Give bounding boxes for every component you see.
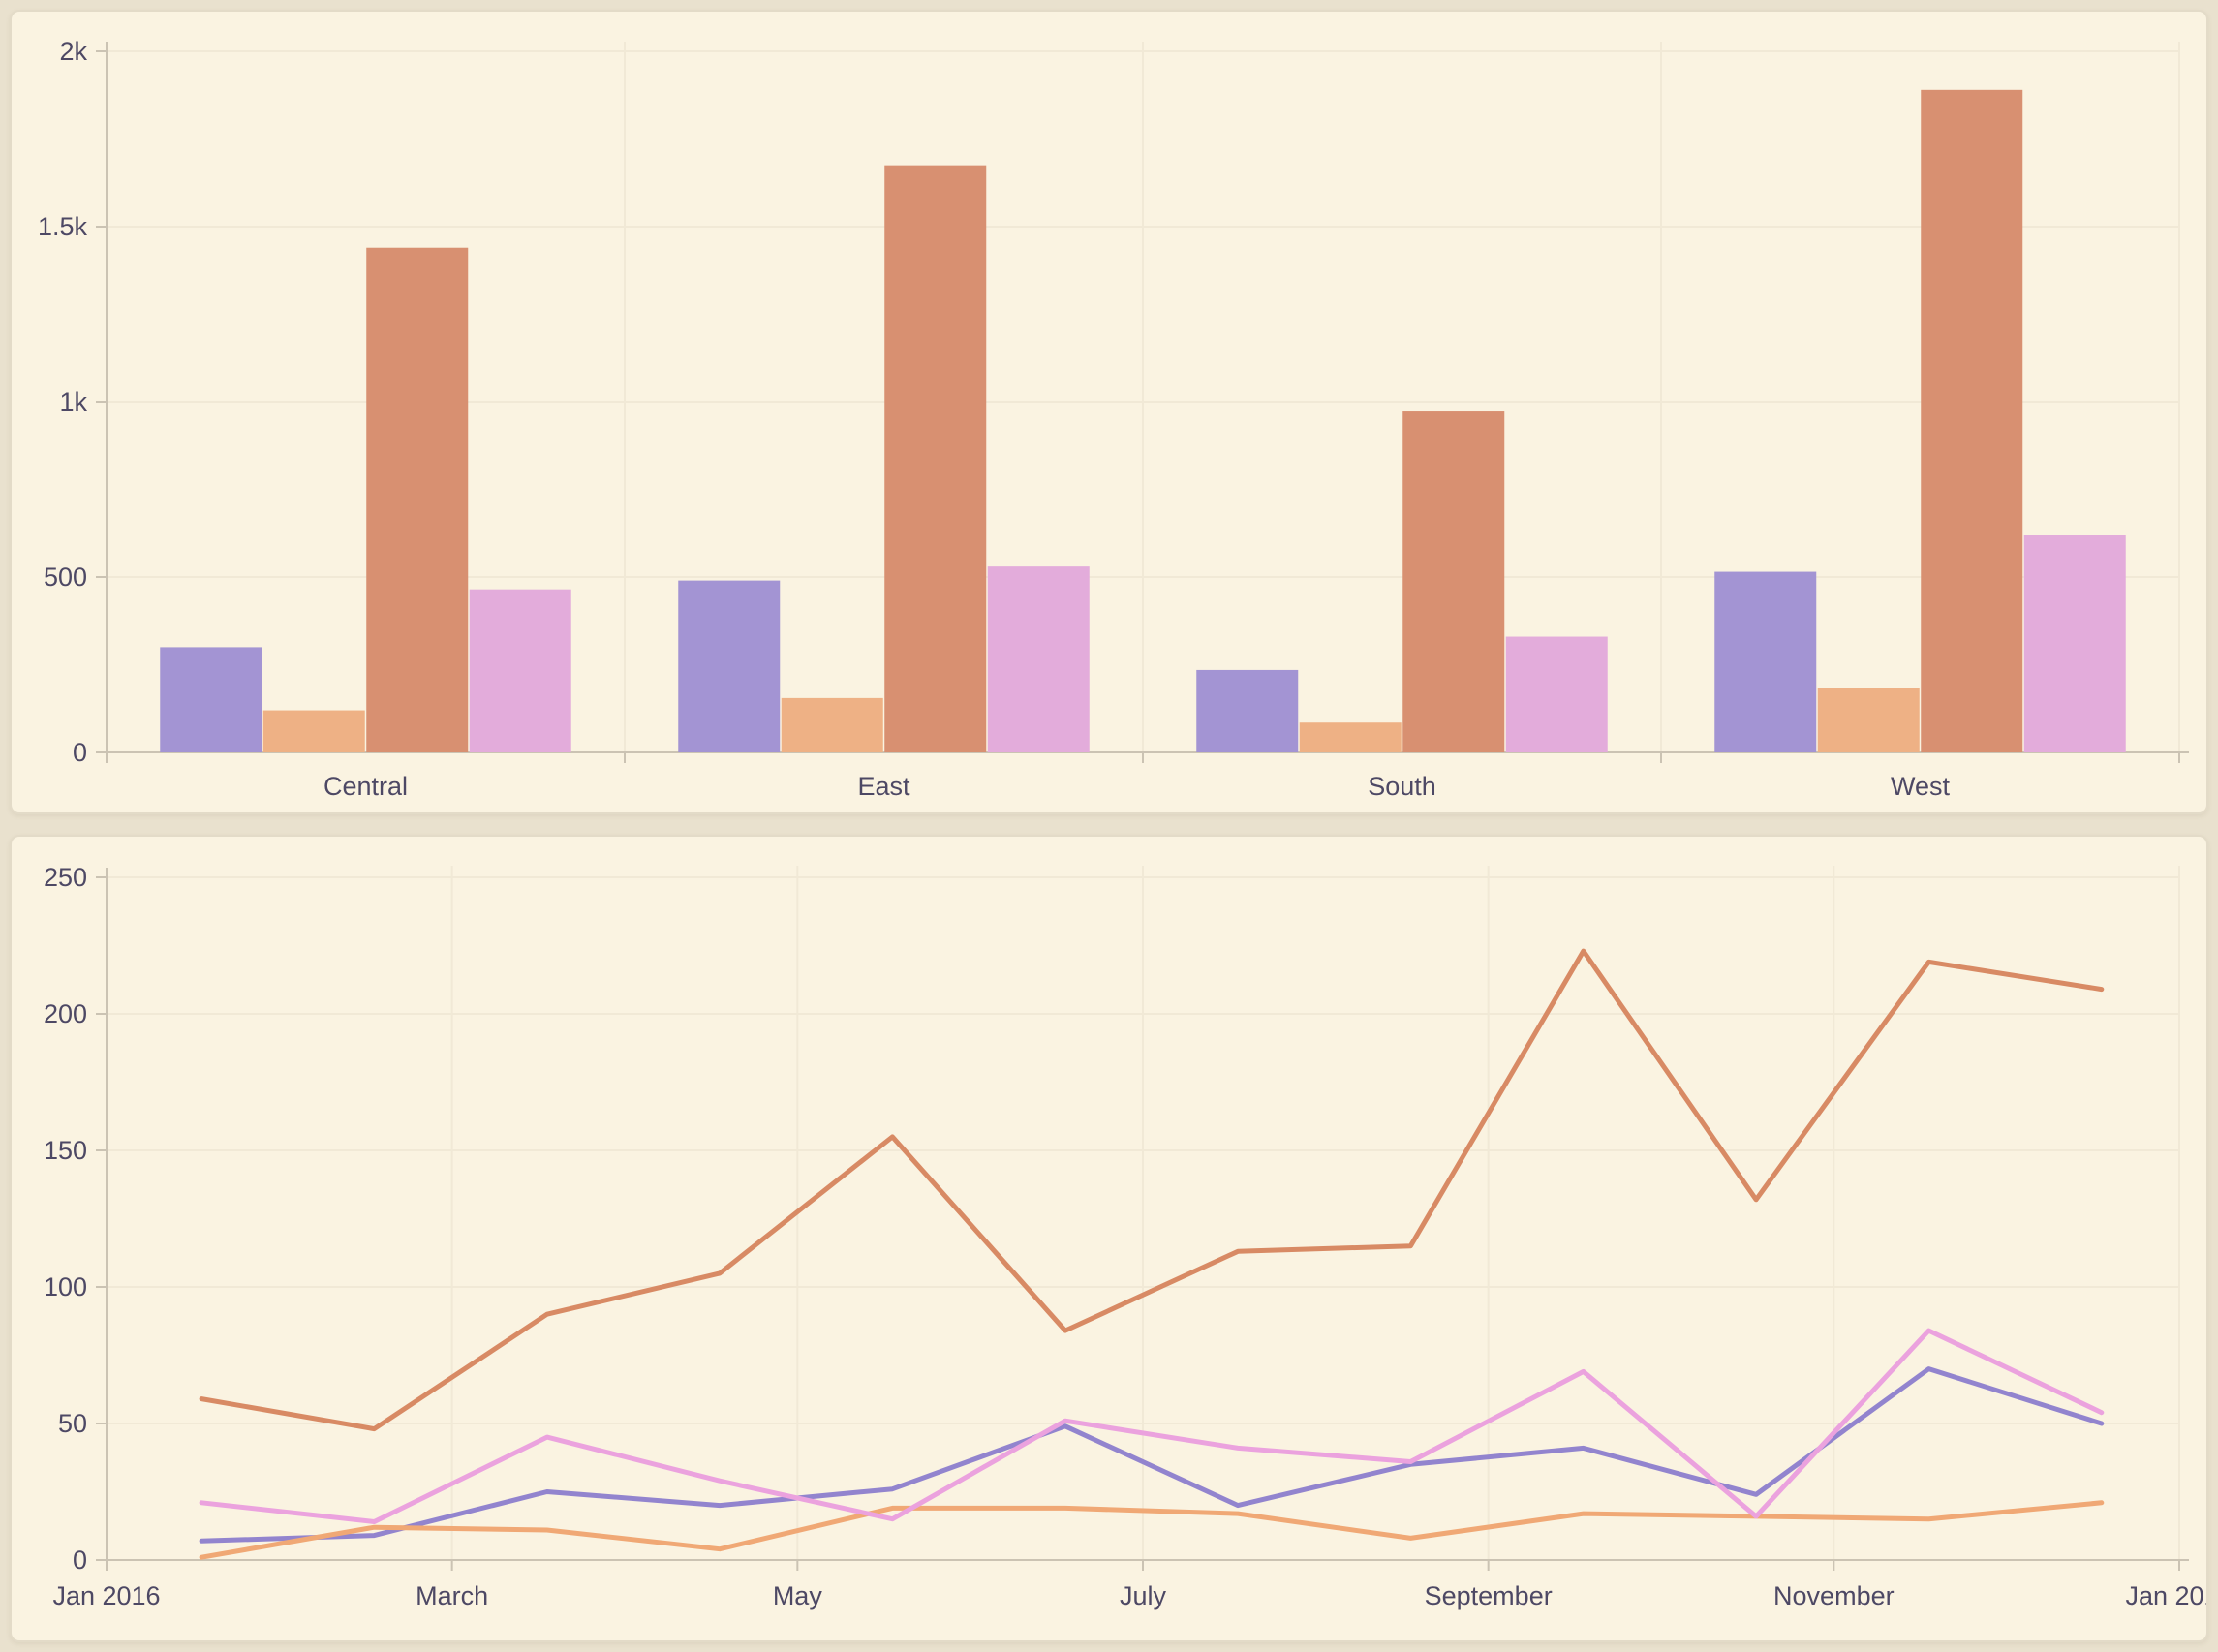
svg-text:200: 200 [44, 999, 87, 1028]
bar-peach-west[interactable] [1817, 688, 1920, 752]
svg-text:250: 250 [44, 863, 87, 892]
bar-chart-card: 0 500 1k 1.5k 2k Central East South West [10, 10, 2208, 814]
bar-salmon-west[interactable] [1921, 89, 2023, 752]
svg-text:Central: Central [323, 772, 408, 801]
svg-text:May: May [773, 1581, 823, 1610]
svg-text:1k: 1k [59, 387, 87, 416]
line-series-pink[interactable] [199, 1328, 2105, 1524]
bar-salmon-central[interactable] [366, 247, 469, 753]
svg-text:July: July [1120, 1581, 1167, 1610]
svg-text:Jan 2016: Jan 2016 [52, 1581, 160, 1610]
svg-text:1.5k: 1.5k [38, 212, 88, 241]
svg-text:West: West [1891, 772, 1951, 801]
line-series-orange[interactable] [199, 1500, 2105, 1560]
bar-pink-south[interactable] [1505, 636, 1608, 752]
svg-text:100: 100 [44, 1272, 87, 1301]
bar-salmon-south[interactable] [1402, 411, 1505, 752]
svg-text:150: 150 [44, 1136, 87, 1165]
svg-text:0: 0 [73, 1545, 87, 1575]
bar-purple-east[interactable] [678, 580, 781, 752]
bar-pink-west[interactable] [2023, 535, 2126, 752]
bar-purple-south[interactable] [1196, 669, 1299, 752]
bar-peach-east[interactable] [781, 697, 883, 752]
svg-text:50: 50 [58, 1409, 87, 1438]
svg-text:East: East [857, 772, 910, 801]
line-chart-canvas[interactable]: 0 50 100 150 200 250 Jan 2016 March May July Septe… [12, 837, 2206, 1640]
svg-text:0: 0 [73, 738, 87, 767]
svg-text:500: 500 [44, 563, 87, 592]
bar-chart-canvas[interactable]: 0 500 1k 1.5k 2k Central East South West [12, 12, 2206, 812]
line-series-salmon[interactable] [199, 948, 2105, 1432]
bar-peach-south[interactable] [1299, 722, 1402, 752]
svg-text:March: March [416, 1581, 488, 1610]
bar-pink-central[interactable] [469, 589, 571, 752]
bar-purple-central[interactable] [160, 647, 262, 752]
line-series-purple[interactable] [199, 1366, 2105, 1544]
svg-text:South: South [1368, 772, 1436, 801]
bar-pink-east[interactable] [987, 566, 1090, 752]
svg-text:2k: 2k [59, 37, 87, 66]
bar-peach-central[interactable] [262, 710, 365, 752]
svg-text:September: September [1425, 1581, 1553, 1610]
svg-text:November: November [1773, 1581, 1895, 1610]
line-chart-card: 0 50 100 150 200 250 Jan 2016 March May July Septe… [10, 835, 2208, 1642]
svg-text:Jan 2017: Jan 2017 [2125, 1581, 2208, 1610]
bar-purple-west[interactable] [1714, 571, 1817, 752]
bar-salmon-east[interactable] [884, 165, 987, 752]
